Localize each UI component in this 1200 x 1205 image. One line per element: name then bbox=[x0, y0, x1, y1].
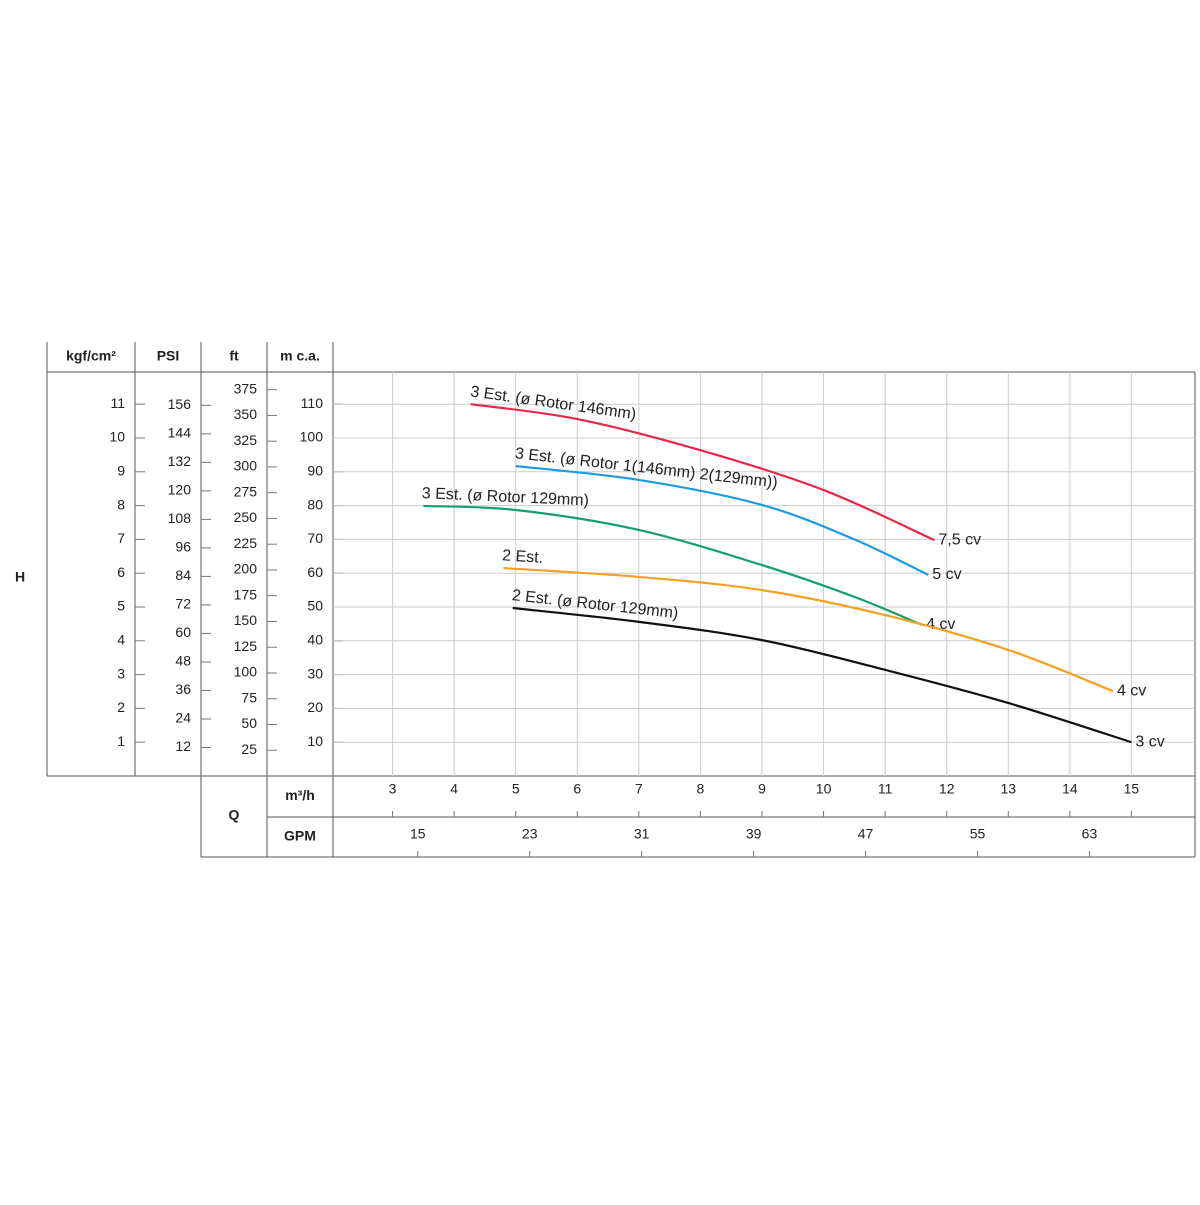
y-tick-label: 10 bbox=[109, 429, 125, 445]
curve-power: 7,5 cv bbox=[938, 531, 981, 548]
y-tick-label: 9 bbox=[117, 463, 125, 479]
y-tick-label: 40 bbox=[307, 632, 323, 648]
y-tick-label: 48 bbox=[175, 653, 191, 669]
x-tick-label: 15 bbox=[1124, 781, 1140, 797]
y-tick-label: 3 bbox=[117, 665, 125, 681]
y-tick-label: 350 bbox=[234, 406, 258, 422]
curve-label: 3 Est. (ø Rotor 146mm) bbox=[469, 383, 637, 423]
y-tick-label: 20 bbox=[307, 699, 323, 715]
y-tick-label: 60 bbox=[307, 564, 323, 580]
y-tick-label: 24 bbox=[175, 710, 191, 726]
y-tick-label: 84 bbox=[175, 567, 191, 583]
x-tick-label: 63 bbox=[1082, 826, 1098, 842]
y-tick-label: 11 bbox=[110, 395, 125, 411]
frame bbox=[46, 342, 1196, 858]
y-tick-label: 275 bbox=[234, 483, 258, 499]
y-tick-label: 250 bbox=[234, 509, 258, 525]
y-axis-title: m c.a. bbox=[280, 348, 320, 364]
curve-label: 2 Est. bbox=[502, 547, 544, 567]
x-tick-label: 7 bbox=[635, 781, 643, 797]
y-tick-label: 200 bbox=[234, 561, 258, 577]
y-tick-label: 50 bbox=[241, 715, 257, 731]
y-tick-label: 175 bbox=[234, 586, 258, 602]
y-axis-title: PSI bbox=[157, 348, 180, 364]
y-tick-label: 325 bbox=[234, 432, 258, 448]
x-tick-label: 15 bbox=[410, 826, 426, 842]
x-tick-label: 14 bbox=[1062, 781, 1078, 797]
y-tick-label: 110 bbox=[301, 395, 324, 411]
curve bbox=[423, 504, 923, 626]
x-tick-label: 47 bbox=[858, 826, 874, 842]
x-axis-title: GPM bbox=[284, 828, 316, 844]
y-tick-label: 80 bbox=[307, 496, 323, 512]
curve-power: 4 cv bbox=[1117, 682, 1146, 699]
x-tick-label: 3 bbox=[389, 781, 397, 797]
y-tick-label: 125 bbox=[234, 638, 258, 654]
y-tick-label: 108 bbox=[168, 510, 192, 526]
y-tick-label: 72 bbox=[175, 596, 191, 612]
curve bbox=[515, 464, 929, 576]
y-tick-label: 150 bbox=[234, 612, 258, 628]
x-tick-label: 12 bbox=[939, 781, 955, 797]
x-tick-label: 31 bbox=[634, 826, 650, 842]
y-tick-label: 100 bbox=[300, 429, 324, 445]
y-tick-label: 156 bbox=[168, 396, 192, 412]
y-tick-label: 300 bbox=[234, 458, 258, 474]
y-tick-label: 30 bbox=[307, 665, 323, 681]
curve-power: 4 cv bbox=[926, 616, 955, 633]
x-tick-label: 8 bbox=[697, 781, 705, 797]
curve bbox=[470, 403, 935, 542]
y-tick-label: 90 bbox=[307, 463, 323, 479]
x-tick-label: 9 bbox=[758, 781, 766, 797]
y-tick-label: 36 bbox=[175, 681, 191, 697]
y-tick-label: 1 bbox=[117, 733, 125, 749]
curve-power: 5 cv bbox=[932, 566, 961, 583]
curve-power: 3 cv bbox=[1135, 733, 1164, 750]
x-tick-label: 4 bbox=[450, 781, 458, 797]
y-tick-label: 25 bbox=[241, 741, 257, 757]
y-tick-label: 4 bbox=[117, 632, 125, 648]
x-tick-label: 23 bbox=[522, 826, 538, 842]
y-tick-label: 75 bbox=[241, 689, 257, 705]
y-tick-label: 8 bbox=[117, 496, 125, 512]
y-tick-label: 375 bbox=[234, 380, 258, 396]
curve bbox=[503, 567, 1114, 693]
x-axis-title: m³/h bbox=[285, 787, 315, 803]
y-tick-label: 120 bbox=[168, 482, 192, 498]
y-tick-label: 12 bbox=[175, 738, 191, 754]
x-tick-label: 39 bbox=[746, 826, 762, 842]
y-tick-label: 225 bbox=[234, 535, 258, 551]
y-tick-label: 7 bbox=[117, 530, 125, 546]
x-tick-label: 11 bbox=[878, 781, 893, 797]
y-tick-label: 100 bbox=[234, 664, 258, 680]
y-tick-label: 144 bbox=[168, 425, 192, 441]
y-axis-title: ft bbox=[229, 348, 239, 364]
x-tick-label: 55 bbox=[970, 826, 986, 842]
y-tick-label: 132 bbox=[168, 453, 192, 469]
x-tick-label: 6 bbox=[573, 781, 581, 797]
curve-label: 3 Est. (ø Rotor 1(146mm) 2(129mm)) bbox=[514, 445, 778, 491]
curve bbox=[512, 606, 1132, 744]
x-title: Q bbox=[229, 807, 240, 823]
y-tick-label: 96 bbox=[175, 539, 191, 555]
y-tick-label: 70 bbox=[307, 530, 323, 546]
y-tick-label: 60 bbox=[175, 624, 191, 640]
x-tick-label: 10 bbox=[816, 781, 832, 797]
y-title: H bbox=[15, 569, 25, 585]
y-tick-label: 6 bbox=[117, 564, 125, 580]
y-tick-label: 5 bbox=[117, 598, 125, 614]
y-tick-label: 2 bbox=[117, 699, 125, 715]
x-tick-label: 13 bbox=[1000, 781, 1016, 797]
y-tick-label: 10 bbox=[307, 733, 323, 749]
y-tick-label: 50 bbox=[307, 598, 323, 614]
x-tick-label: 5 bbox=[512, 781, 520, 797]
y-axis-title: kgf/cm² bbox=[66, 348, 116, 364]
